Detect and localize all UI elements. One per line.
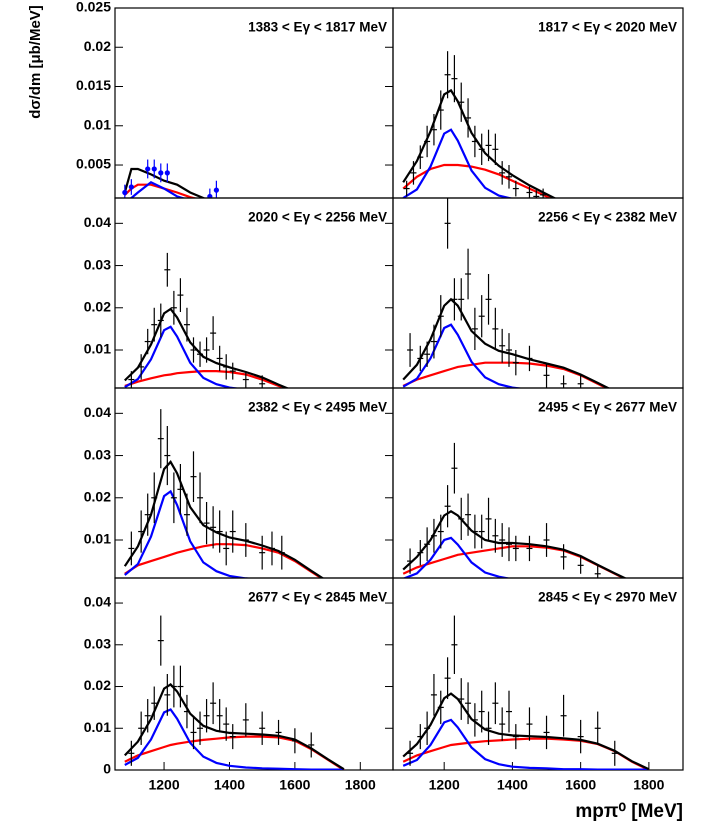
fit-curve xyxy=(402,88,557,198)
x-tick-label: 1400 xyxy=(497,777,528,793)
data-point xyxy=(213,187,219,193)
fit-curve xyxy=(123,167,206,198)
fit-curve xyxy=(402,323,525,388)
data-point xyxy=(151,166,157,172)
fit-curve xyxy=(402,297,611,388)
y-tick-label: 0.02 xyxy=(84,488,111,504)
fit-curve xyxy=(402,737,650,770)
data-point xyxy=(128,184,134,190)
panel: 0 0.01 0.02 0.03 0.04 1200 1400 1600 1800 2677 < … xyxy=(84,577,394,793)
panel: 0.005 0.01 0.015 0.02 0.025 1383 < Eγ < 1817 … xyxy=(76,0,394,199)
y-tick-label: 0.04 xyxy=(84,594,111,610)
y-tick-label: 0.025 xyxy=(76,0,111,15)
x-axis-label: mpπ⁰ [MeV] xyxy=(575,801,683,822)
fit-curve xyxy=(124,325,242,388)
panel-title: 2845 < Eγ < 2970 MeV xyxy=(538,590,677,605)
panel-frame xyxy=(114,577,394,771)
y-tick-label: 0.01 xyxy=(84,719,111,735)
panel: 2495 < Eγ < 2677 MeV xyxy=(392,387,684,579)
y-tick-label: 0.01 xyxy=(84,531,111,547)
fit-curve xyxy=(124,708,344,770)
fit-curve xyxy=(124,682,345,770)
data-point xyxy=(145,166,151,172)
x-tick-label: 1800 xyxy=(345,777,376,793)
y-tick-label: 0 xyxy=(103,761,111,777)
y-tick-label: 0.03 xyxy=(84,256,111,272)
x-tick-label: 1600 xyxy=(565,777,596,793)
panel-title: 2256 < Eγ < 2382 MeV xyxy=(538,210,677,225)
y-tick-label: 0.02 xyxy=(84,38,111,54)
plot-area xyxy=(402,442,628,578)
plot-area xyxy=(402,615,650,770)
data-point xyxy=(207,193,213,198)
panel-frame xyxy=(114,387,394,579)
y-tick-label: 0.015 xyxy=(76,77,111,93)
x-tick-label: 1600 xyxy=(279,777,310,793)
plot-area xyxy=(124,615,345,770)
panel: 0.01 0.02 0.03 0.04 2020 < Eγ < 2256 MeV xyxy=(84,197,394,389)
x-tick-label: 1800 xyxy=(633,777,664,793)
panel: 1817 < Eγ < 2020 MeV xyxy=(392,7,684,199)
panel-title: 2020 < Eγ < 2256 MeV xyxy=(248,210,387,225)
x-tick-label: 1200 xyxy=(429,777,460,793)
x-tick-label: 1200 xyxy=(148,777,179,793)
fit-curve xyxy=(402,692,650,770)
fit-curve xyxy=(124,307,290,388)
y-tick-label: 0.005 xyxy=(76,156,111,172)
fit-curve xyxy=(124,183,199,198)
panel-title: 2495 < Eγ < 2677 MeV xyxy=(538,400,677,415)
panel-frame xyxy=(114,197,394,389)
plot-area xyxy=(123,409,325,578)
panel-title: 1383 < Eγ < 1817 MeV xyxy=(248,20,387,35)
y-tick-label: 0.04 xyxy=(84,214,111,230)
panel: 2256 < Eγ < 2382 MeV xyxy=(392,197,684,389)
panel: 1200 1400 1600 1800 2845 < Eγ < 2970 MeV xyxy=(392,577,684,793)
panel-frame xyxy=(392,197,684,389)
y-axis-label: dσ/dm [μb/MeV] xyxy=(27,5,44,119)
data-point xyxy=(158,170,164,176)
data-point xyxy=(122,189,128,196)
fit-curve xyxy=(124,489,255,578)
x-tick-label: 1400 xyxy=(214,777,245,793)
y-tick-label: 0.02 xyxy=(84,677,111,693)
y-tick-label: 0.01 xyxy=(84,341,111,357)
panel: 0.01 0.02 0.03 0.04 2382 < Eγ < 2495 MeV xyxy=(84,387,394,579)
fit-curve xyxy=(129,181,187,198)
y-tick-label: 0.03 xyxy=(84,446,111,462)
plot-area xyxy=(124,252,290,388)
y-tick-label: 0.01 xyxy=(84,116,111,132)
panel-frame xyxy=(392,7,684,199)
fit-curve xyxy=(123,460,325,578)
plot-area xyxy=(402,198,611,388)
fit-curve xyxy=(402,510,628,578)
fit-curve xyxy=(402,536,512,578)
fit-curve xyxy=(402,718,649,770)
fit-curve xyxy=(124,543,324,578)
fit-curve xyxy=(402,128,515,198)
panel-title: 2677 < Eγ < 2845 MeV xyxy=(248,590,387,605)
panel-title: 1817 < Eγ < 2020 MeV xyxy=(538,20,677,35)
data-point xyxy=(164,170,170,176)
y-tick-label: 0.03 xyxy=(84,635,111,651)
y-tick-label: 0.04 xyxy=(84,404,111,420)
panel-title: 2382 < Eγ < 2495 MeV xyxy=(248,400,387,415)
y-tick-label: 0.02 xyxy=(84,298,111,314)
plot-area xyxy=(402,51,557,198)
panel-frame xyxy=(392,577,684,771)
